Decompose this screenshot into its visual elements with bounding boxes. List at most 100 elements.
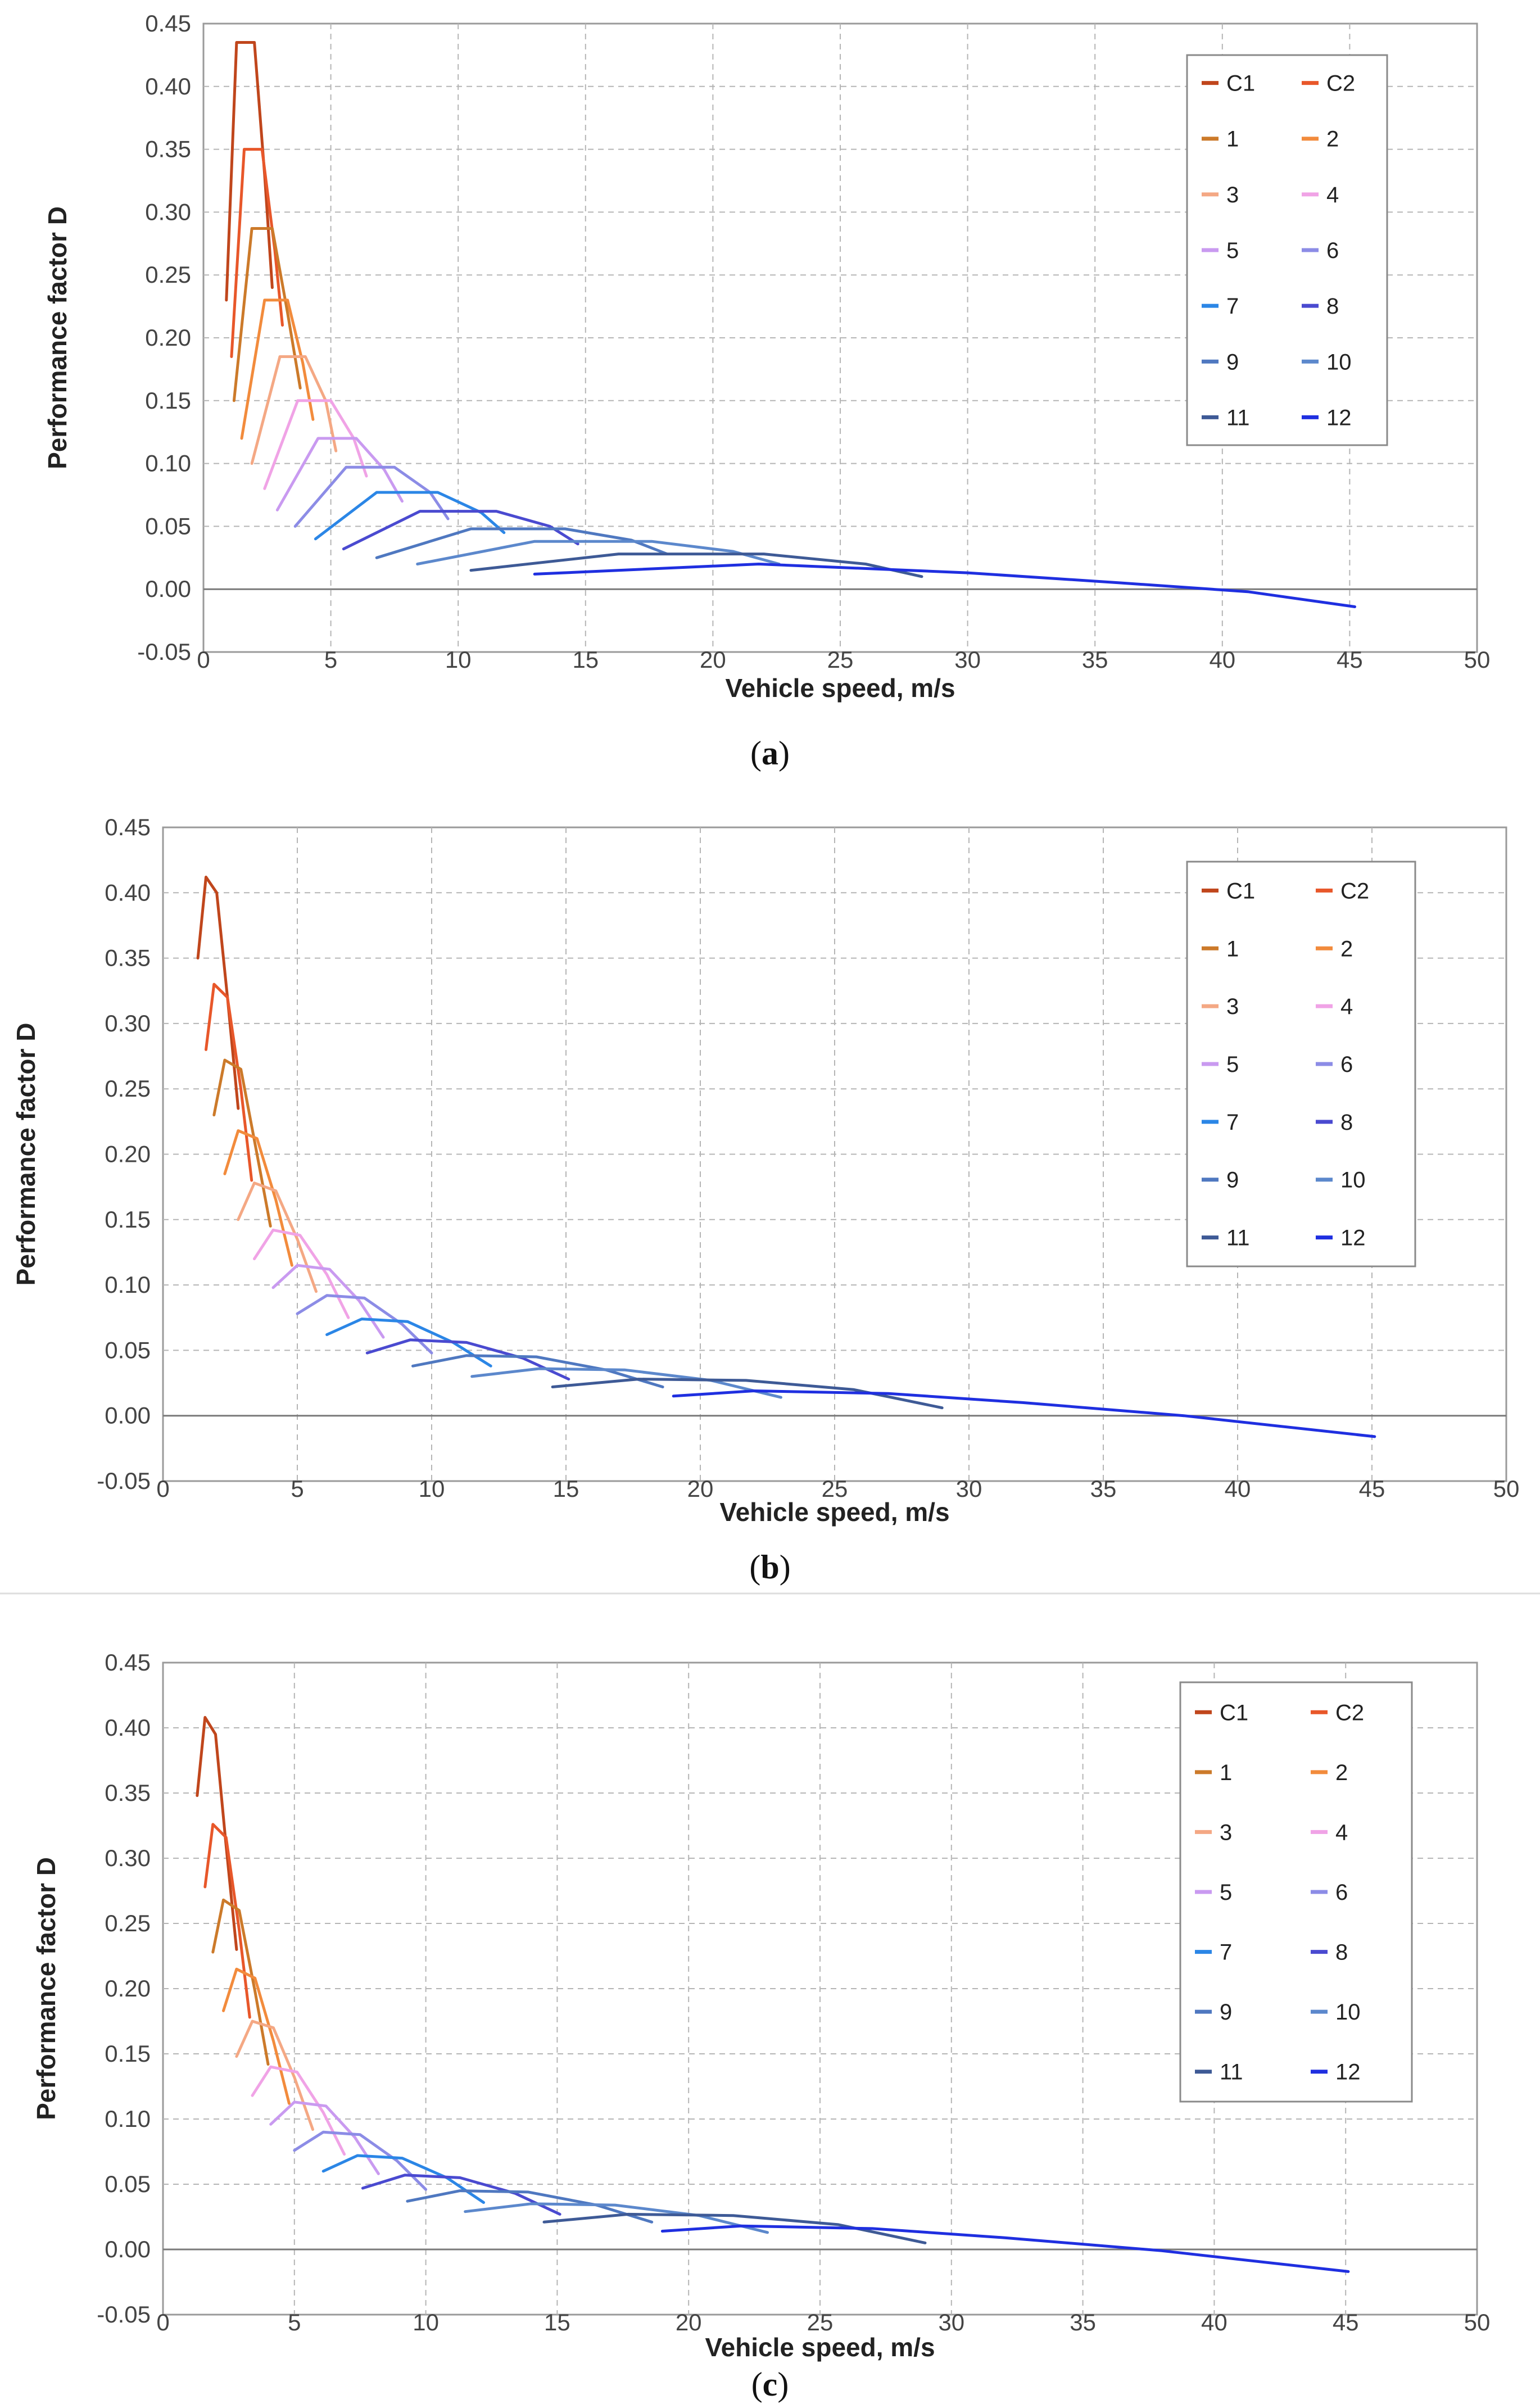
legend-label-1: 1 [1226,936,1239,961]
x-tick-label: 5 [324,646,337,673]
legend-label-4: 4 [1335,1820,1348,1845]
y-tick-label: 0.15 [105,2040,151,2067]
y-tick-label: 0.40 [105,1714,151,1741]
series-line-C2 [205,983,253,1182]
legend-label-5: 5 [1220,1880,1232,1905]
y-tick-label: 0.00 [145,576,191,602]
series-line-10 [416,540,781,565]
y-tick-label: 0.45 [105,814,151,840]
legend-label-C2: C2 [1340,879,1369,903]
caption-close-paren: ) [778,735,790,772]
series-line-C1 [196,875,240,1110]
series-line-10 [470,1367,782,1399]
y-tick-label: 0.10 [105,1271,151,1298]
caption-close-paren: ) [780,1549,791,1586]
x-tick-label: 40 [1225,1475,1251,1502]
series-line-C2 [203,1823,251,2019]
y-tick-label: 0.40 [105,879,151,906]
caption-open-paren: ( [750,735,762,772]
legend-label-11: 11 [1226,1226,1250,1251]
legend-label-5: 5 [1226,238,1239,263]
x-tick-label: 45 [1333,2309,1359,2335]
x-tick-label: 25 [807,2309,834,2335]
x-tick-label: 50 [1493,1475,1520,1502]
series-line-5 [275,437,404,511]
x-tick-label: 5 [288,2309,301,2335]
x-tick-label: 30 [938,2309,964,2335]
legend-label-10: 10 [1326,350,1352,374]
x-axis-label: Vehicle speed, m/s [705,2333,935,2362]
y-axis-label: Performance factor D [43,206,72,469]
series-line-11 [542,2212,927,2244]
x-tick-label: 10 [413,2309,439,2335]
y-tick-label: 0.30 [105,1010,151,1036]
y-tick-label: 0.25 [105,1075,151,1102]
series-line-9 [375,527,669,559]
legend-label-11: 11 [1220,2060,1243,2085]
series-line-C1 [196,1715,238,1951]
series-line-1 [232,227,302,402]
y-tick-label: 0.15 [105,1206,151,1233]
x-tick-label: 30 [956,1475,982,1502]
legend-label-6: 6 [1326,238,1339,263]
y-tick-label: 0.25 [145,261,191,288]
x-tick-label: 35 [1082,646,1108,673]
x-tick-label: 40 [1201,2309,1228,2335]
chart-panel-a: 0 5 10 15 20 25 30 35 40 45 50-0.050.000.050.100.1… [43,10,1490,772]
y-tick-label: 0.05 [105,2171,151,2197]
series-line-2 [222,1967,291,2105]
x-tick-label: 40 [1209,646,1235,673]
x-tick-label: 15 [544,2309,570,2335]
x-axis-label: Vehicle speed, m/s [719,1497,949,1527]
y-tick-label: 0.35 [105,1780,151,1806]
y-tick-label: 0.20 [105,1975,151,2002]
x-tick-label: 0 [156,1475,169,1502]
panel-caption: (a) [750,735,790,772]
series-line-9 [406,2189,654,2224]
legend-label-3: 3 [1226,994,1239,1019]
legend-label-10: 10 [1340,1168,1366,1193]
legend-label-C1: C1 [1226,71,1255,96]
y-tick-label: 0.10 [105,2106,151,2132]
y-tick-label: 0.30 [105,1845,151,1871]
x-tick-label: 5 [291,1475,304,1502]
y-tick-label: 0.20 [145,324,191,351]
series-line-3 [237,1181,318,1293]
series-line-7 [314,491,506,541]
caption-open-paren: ( [749,1549,760,1586]
panel-caption: (b) [749,1549,790,1586]
legend-label-7: 7 [1226,1110,1239,1135]
series-line-12 [672,1389,1376,1438]
y-tick-label: 0.45 [145,10,191,37]
y-tick-label: 0.05 [105,1337,151,1363]
x-tick-label: 35 [1090,1475,1117,1502]
y-tick-label: 0.45 [105,1649,151,1676]
legend-label-2: 2 [1340,936,1353,961]
y-tick-label: 0.40 [145,73,191,99]
legend-label-7: 7 [1226,294,1239,319]
legend-label-1: 1 [1226,127,1239,152]
series-line-2 [240,298,315,440]
legend-box [1186,54,1388,446]
x-tick-label: 50 [1464,646,1491,673]
panel-caption: (c) [751,2366,789,2403]
series-line-1 [212,1058,272,1228]
legend-label-C1: C1 [1220,1700,1248,1725]
series-line-C1 [225,41,274,302]
legend-label-12: 12 [1326,405,1352,430]
legend-label-6: 6 [1335,1880,1348,1905]
caption-letter: b [760,1549,779,1586]
series-line-9 [411,1354,664,1388]
y-tick-label: 0.00 [105,1402,151,1429]
legend-label-9: 9 [1226,350,1239,374]
legend-label-8: 8 [1326,294,1339,319]
series-line-8 [361,2174,561,2216]
legend-label-3: 3 [1220,1820,1232,1845]
x-tick-label: 30 [954,646,981,673]
legend-label-7: 7 [1220,1940,1232,1965]
x-tick-label: 35 [1070,2309,1096,2335]
series-line-4 [263,399,368,490]
caption-letter: c [763,2366,778,2403]
x-tick-label: 25 [822,1475,848,1502]
legend-label-4: 4 [1326,183,1339,207]
